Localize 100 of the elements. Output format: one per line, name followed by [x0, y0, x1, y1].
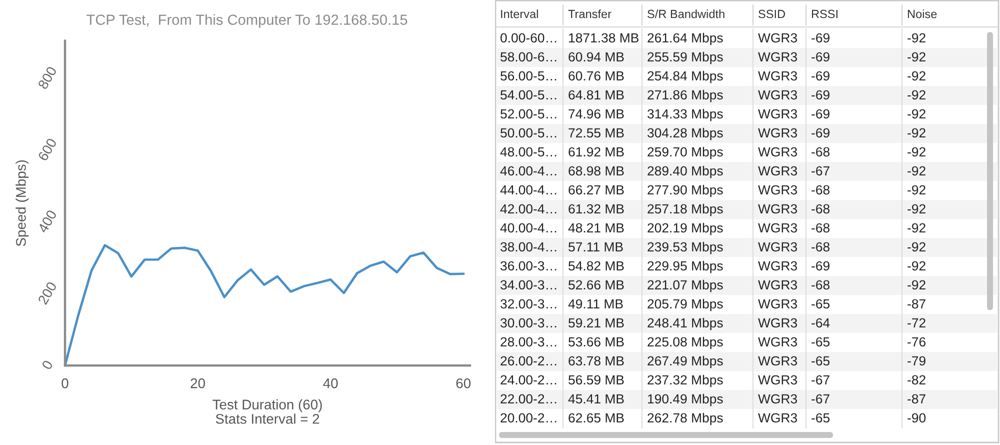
- text: 63.78 MB: [568, 356, 624, 366]
- text: 262.78 Mbps: [648, 412, 723, 426]
- text: 190.49 Mbps: [648, 394, 723, 406]
- text: WGR3: [758, 337, 798, 347]
- x-tick-label: 40: [323, 378, 338, 388]
- y-axis-title: Speed (Mbps): [16, 160, 29, 246]
- text: -92: [908, 90, 926, 100]
- text: -92: [908, 147, 926, 157]
- line-series: [65, 244, 465, 366]
- text: 30.00-3…: [500, 318, 556, 328]
- text: 205.79 Mbps: [648, 298, 723, 312]
- text: -92: [908, 71, 926, 81]
- text: 289.40 Mbps: [648, 166, 723, 178]
- text: -92: [908, 128, 926, 138]
- text: 24.00-2…: [500, 375, 556, 385]
- text: WGR3: [758, 261, 798, 271]
- category-label: Interval: [501, 10, 538, 18]
- text: -65: [812, 413, 830, 423]
- text: -67: [812, 394, 830, 404]
- category-label: S/R Bandwidth: [648, 10, 724, 18]
- text: WGR3: [758, 318, 798, 328]
- text: -92: [908, 204, 926, 214]
- text: Stats Interval = 2: [216, 414, 320, 424]
- text: WGR3: [758, 356, 798, 366]
- text: 40.00-4…: [500, 223, 556, 233]
- text: -68: [812, 185, 830, 195]
- y-tick-label: 200: [38, 281, 58, 306]
- text: WGR3: [758, 394, 798, 404]
- text: 257.18 Mbps: [648, 204, 723, 216]
- text: 74.96 MB: [568, 109, 624, 119]
- text: -79: [908, 356, 926, 366]
- text: -69: [812, 33, 830, 43]
- category-label: SSID: [758, 10, 785, 18]
- text: WGR3: [758, 147, 798, 157]
- text: WGR3: [758, 185, 798, 195]
- text: 46.00-4…: [500, 166, 556, 176]
- text: 32.00-3…: [500, 299, 556, 309]
- text: WGR3: [758, 280, 798, 290]
- text: 271.86 Mbps: [648, 90, 723, 102]
- text: -68: [812, 204, 830, 214]
- category-label: RSSI: [812, 10, 838, 18]
- text: WGR3: [758, 223, 798, 233]
- x-tick-label: 20: [190, 378, 205, 388]
- text: 20.00-2…: [500, 413, 556, 423]
- text: 58.00-6…: [500, 52, 556, 62]
- y-tick-label: 800: [38, 66, 58, 90]
- text: WGR3: [758, 90, 798, 100]
- text: 277.90 Mbps: [648, 184, 723, 198]
- text: -69: [812, 90, 830, 100]
- text: WGR3: [758, 242, 798, 252]
- category-label: Noise: [908, 10, 937, 18]
- text: 229.95 Mbps: [648, 260, 723, 274]
- text: 68.98 MB: [568, 166, 624, 176]
- text: -76: [908, 337, 926, 347]
- text: 255.59 Mbps: [648, 52, 723, 64]
- text: 0.00-60…: [500, 33, 556, 43]
- text: -92: [908, 185, 926, 195]
- text: 52.66 MB: [568, 280, 624, 290]
- text: -92: [908, 52, 926, 62]
- y-tick-label: 0: [41, 360, 54, 370]
- text: 72.55 MB: [568, 128, 624, 138]
- text: WGR3: [758, 166, 798, 176]
- text: 60.76 MB: [568, 71, 624, 81]
- text: 38.00-4…: [500, 242, 556, 252]
- text: 54.82 MB: [568, 261, 624, 271]
- text: 221.07 Mbps: [648, 280, 723, 292]
- text: -92: [908, 109, 926, 119]
- text: 202.19 Mbps: [648, 222, 723, 236]
- text: 42.00-4…: [500, 204, 556, 214]
- text: 48.00-5…: [500, 147, 556, 157]
- text: 56.00-5…: [500, 71, 556, 81]
- x-tick-label: 60: [456, 378, 471, 388]
- text: 59.21 MB: [568, 318, 624, 328]
- y-tick-label: 400: [37, 209, 58, 234]
- text: WGR3: [758, 204, 798, 214]
- text: 314.33 Mbps: [648, 108, 723, 122]
- text: -65: [812, 337, 830, 347]
- text: -92: [908, 242, 926, 252]
- text: 267.49 Mbps: [648, 356, 723, 368]
- text: 62.65 MB: [568, 413, 624, 423]
- x-axis-title: Test Duration (60): [212, 399, 322, 412]
- text: WGR3: [758, 128, 798, 138]
- text: 239.53 Mbps: [648, 242, 723, 254]
- text: 44.00-4…: [500, 185, 556, 195]
- chart-title: TCP Test, From This Computer To 192.168.50.15: [86, 14, 408, 28]
- text: 48.21 MB: [568, 223, 624, 233]
- text: WGR3: [758, 413, 798, 423]
- text: 36.00-3…: [500, 261, 556, 271]
- text: 61.32 MB: [568, 204, 624, 214]
- text: WGR3: [758, 52, 798, 62]
- category-label: Transfer: [568, 10, 612, 18]
- text: 60.94 MB: [568, 52, 624, 62]
- text: 26.00-2…: [500, 356, 556, 366]
- text: 304.28 Mbps: [648, 128, 723, 140]
- text: -69: [812, 261, 830, 271]
- text: 254.84 Mbps: [648, 70, 723, 84]
- text: -68: [812, 147, 830, 157]
- text: -92: [908, 261, 926, 271]
- text: -82: [908, 375, 926, 385]
- text: 61.92 MB: [568, 147, 624, 157]
